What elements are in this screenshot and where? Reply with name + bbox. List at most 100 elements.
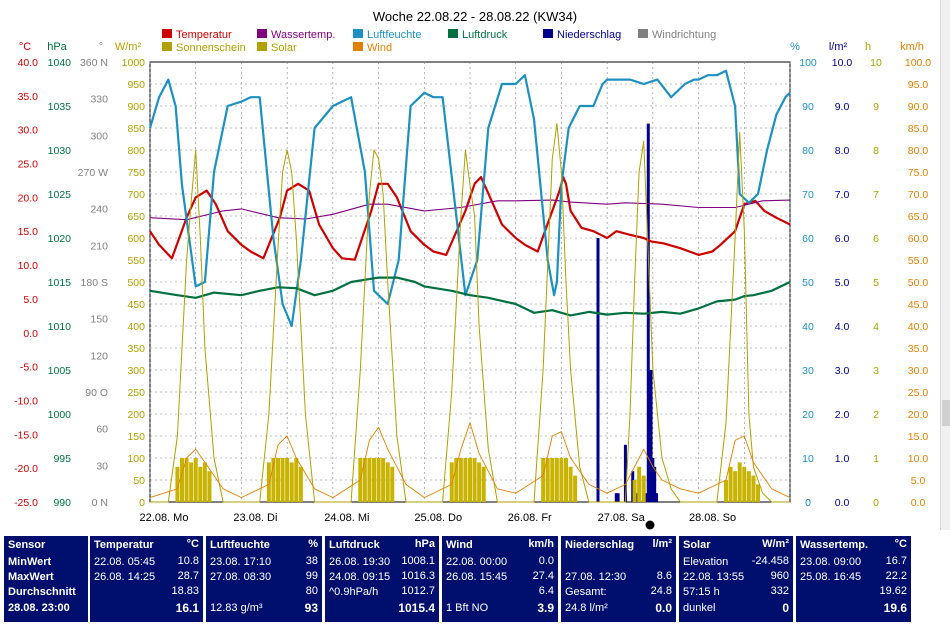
wind-tick: 70.0 [908, 189, 929, 201]
stats-column-solar: Solar W/m² Elevation -24.458 22.08. 13:55 960… [679, 536, 793, 622]
bar-sonnenschein [746, 471, 751, 502]
bar-sonnenschein [189, 462, 194, 502]
scrollbar-thumb[interactable] [942, 400, 950, 426]
bar-sonnenschein [207, 471, 212, 502]
solar-tick: 900 [127, 101, 145, 113]
moon-phase-icon [645, 520, 655, 530]
direction-tick: 240 [90, 204, 108, 216]
bar-sonnenschein [390, 466, 395, 502]
stats-row-label: Durchschnitt [8, 586, 76, 598]
bar-niederschlag [616, 493, 620, 502]
humidity-tick: 30 [802, 365, 814, 377]
solar-tick: 50 [133, 475, 145, 487]
stats-cell-value: 6.4 [538, 585, 554, 597]
legend-swatch [638, 29, 648, 38]
wind-tick: 90.0 [908, 101, 929, 113]
line-luftfeuchte [148, 69, 791, 328]
pressure-tick: 1015 [48, 277, 72, 289]
legend-swatch [162, 42, 172, 51]
stats-footer-value: 16.1 [175, 601, 199, 615]
bar-sonnenschein [372, 458, 376, 502]
legend-swatch [353, 29, 363, 38]
stats-header: Luftdruck [329, 539, 380, 551]
sunshine-tick: 9 [873, 101, 879, 113]
wind-tick: 80.0 [908, 145, 929, 157]
stats-unit: °C [186, 538, 199, 550]
line-temperatur [149, 176, 791, 261]
direction-tick: 120 [90, 350, 108, 362]
humidity-tick: 100 [799, 57, 817, 69]
stats-column-sensor: Sensor MinWert MaxWert Durchschnitt 28.08. 2… [4, 536, 88, 622]
axis-unit: ° [99, 41, 103, 53]
vertical-scrollbar[interactable] [940, 0, 950, 530]
bar-niederschlag [651, 458, 655, 502]
pressure-tick: 1040 [48, 57, 72, 69]
bar-sonnenschein [294, 458, 299, 502]
sunshine-tick: 2 [873, 409, 879, 421]
bar-sonnenschein [637, 466, 642, 502]
bar-sonnenschein [564, 458, 568, 502]
legend-label: Luftdruck [462, 29, 508, 41]
bar-sonnenschein [266, 462, 271, 502]
direction-tick: 300 [90, 130, 108, 142]
direction-tick: 150 [90, 314, 108, 326]
bar-sonnenschein [198, 466, 203, 502]
axis-unit: km/h [900, 41, 924, 53]
stats-unit: % [308, 538, 318, 550]
stats-column-wassertemp: Wassertemp. °C 23.08. 09:00 16.7 25.08. 16:4… [796, 536, 911, 622]
temp-tick: 15.0 [18, 226, 39, 238]
wind-tick: 100.0 [905, 57, 931, 69]
stats-unit: l/m² [652, 538, 672, 550]
axis-unit: l/m² [829, 41, 848, 53]
stats-cell-value: 38 [305, 555, 318, 567]
x-tick: 28.08. So [689, 512, 736, 524]
bar-sonnenschein [449, 462, 454, 502]
legend-label: Wind [367, 42, 392, 54]
sunshine-tick: 5 [873, 277, 879, 289]
stats-header: Luftfeuchte [210, 539, 270, 551]
chart-axes: 40.035.030.025.020.015.010.05.00.0-5.0-1… [14, 41, 931, 530]
wind-tick: 35.0 [908, 343, 929, 355]
direction-tick: 60 [96, 424, 108, 436]
sunshine-tick: 4 [873, 321, 879, 333]
stats-cell-value: 1008.1 [401, 555, 435, 567]
stats-column-luftdruck: Luftdruck hPa 26.08. 19:30 1008.1 24.08. 09:… [325, 536, 439, 622]
humidity-tick: 0 [805, 497, 811, 509]
bar-sonnenschein [458, 458, 463, 502]
stats-footer-value: 3.9 [537, 601, 554, 615]
stats-cell-value: 80 [305, 585, 318, 597]
stats-cell-label: 57:15 h [683, 586, 720, 598]
legend-label: Luftfeuchte [367, 29, 421, 41]
bar-sonnenschein [632, 480, 637, 502]
bar-sonnenschein [737, 462, 742, 502]
rain-tick: 1.0 [835, 453, 850, 465]
x-tick: 24.08. Mi [324, 512, 369, 524]
direction-tick: 270 W [78, 167, 108, 179]
wind-tick: 30.0 [908, 365, 929, 377]
wind-tick: 15.0 [908, 431, 929, 443]
legend-label: Sonnenschein [176, 42, 246, 54]
stats-unit: hPa [414, 538, 435, 550]
bar-niederschlag [653, 466, 657, 502]
legend-label: Temperatur [176, 29, 232, 41]
weather-chart: Woche 22.08.22 - 28.08.22 (KW34) Tempera… [14, 9, 931, 530]
stats-footer-label: dunkel [683, 602, 716, 614]
stats-cell-label: 26.08. 19:30 [329, 556, 391, 568]
line-wassertemp [149, 199, 791, 221]
line-wind [149, 422, 791, 499]
temp-tick: 20.0 [18, 192, 39, 204]
humidity-tick: 50 [802, 277, 814, 289]
x-tick: 27.08. Sa [598, 512, 646, 524]
sunshine-tick: 7 [873, 189, 879, 201]
temp-tick: -15.0 [14, 429, 38, 441]
axis-unit: °C [19, 41, 31, 53]
temp-tick: 40.0 [18, 57, 39, 69]
wind-tick: 55.0 [908, 255, 929, 267]
sunshine-tick: 3 [873, 365, 879, 377]
bar-sonnenschein [545, 458, 550, 502]
solar-tick: 0 [139, 497, 145, 509]
sunshine-tick: 8 [873, 145, 879, 157]
stats-cell-label: 22.08. 00:00 [446, 556, 508, 568]
bar-sonnenschein [751, 475, 756, 502]
stats-column-temperatur: Temperatur °C 22.08. 05:45 10.8 26.08. 14:25… [90, 536, 203, 622]
